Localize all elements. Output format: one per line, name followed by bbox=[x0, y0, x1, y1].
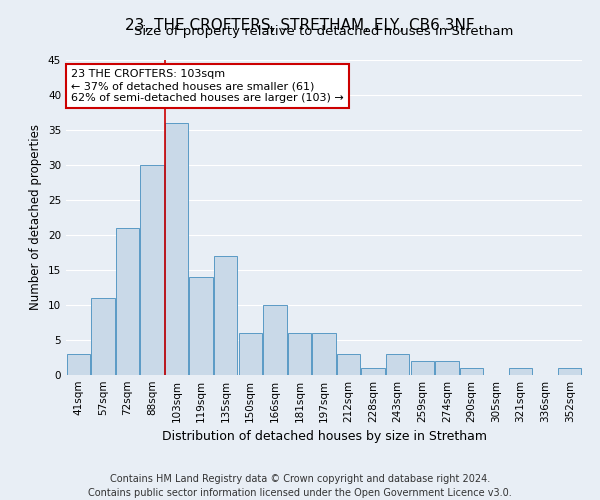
Y-axis label: Number of detached properties: Number of detached properties bbox=[29, 124, 43, 310]
Bar bbox=[361, 368, 385, 375]
Bar bbox=[116, 228, 139, 375]
Bar bbox=[165, 123, 188, 375]
Bar bbox=[558, 368, 581, 375]
Bar bbox=[313, 333, 335, 375]
Bar bbox=[337, 354, 360, 375]
Bar bbox=[386, 354, 409, 375]
Bar bbox=[239, 333, 262, 375]
X-axis label: Distribution of detached houses by size in Stretham: Distribution of detached houses by size … bbox=[161, 430, 487, 444]
Bar bbox=[263, 305, 287, 375]
Bar bbox=[190, 277, 213, 375]
Text: 23, THE CROFTERS, STRETHAM, ELY, CB6 3NF: 23, THE CROFTERS, STRETHAM, ELY, CB6 3NF bbox=[125, 18, 475, 32]
Title: Size of property relative to detached houses in Stretham: Size of property relative to detached ho… bbox=[134, 25, 514, 38]
Text: Contains HM Land Registry data © Crown copyright and database right 2024.
Contai: Contains HM Land Registry data © Crown c… bbox=[88, 474, 512, 498]
Bar bbox=[288, 333, 311, 375]
Bar bbox=[509, 368, 532, 375]
Bar bbox=[67, 354, 90, 375]
Bar bbox=[435, 361, 458, 375]
Bar bbox=[140, 165, 164, 375]
Bar bbox=[460, 368, 483, 375]
Bar bbox=[214, 256, 238, 375]
Bar bbox=[410, 361, 434, 375]
Text: 23 THE CROFTERS: 103sqm
← 37% of detached houses are smaller (61)
62% of semi-de: 23 THE CROFTERS: 103sqm ← 37% of detache… bbox=[71, 70, 344, 102]
Bar bbox=[91, 298, 115, 375]
